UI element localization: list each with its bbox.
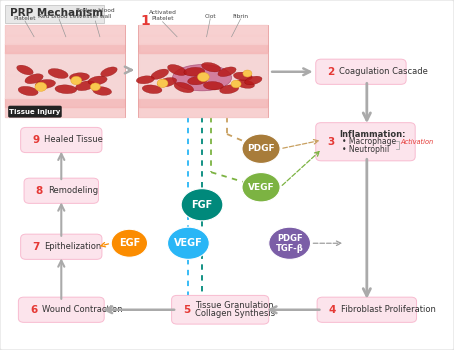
Text: Platelet: Platelet: [14, 16, 36, 21]
Ellipse shape: [93, 87, 112, 95]
Ellipse shape: [136, 76, 154, 84]
Ellipse shape: [101, 67, 117, 77]
Text: 6: 6: [30, 305, 37, 315]
Ellipse shape: [174, 82, 194, 93]
Ellipse shape: [203, 82, 223, 90]
Ellipse shape: [173, 64, 232, 91]
Ellipse shape: [184, 67, 205, 76]
Text: EGF: EGF: [119, 238, 140, 248]
Text: FGF: FGF: [192, 200, 212, 210]
Text: Fibroblast Proliferation: Fibroblast Proliferation: [341, 305, 435, 314]
Text: PRP Mechanism: PRP Mechanism: [10, 8, 103, 18]
Circle shape: [111, 229, 148, 257]
Text: 9: 9: [33, 135, 39, 145]
Text: Activation: Activation: [401, 139, 434, 146]
Ellipse shape: [35, 79, 55, 89]
Text: Wound Contraction: Wound Contraction: [42, 305, 123, 314]
Ellipse shape: [55, 85, 77, 94]
Text: VEGF: VEGF: [174, 238, 203, 248]
FancyBboxPatch shape: [19, 297, 104, 322]
FancyBboxPatch shape: [138, 25, 268, 117]
Text: PDGF
TGF-β: PDGF TGF-β: [276, 233, 304, 253]
Text: • Neutrophil: • Neutrophil: [342, 145, 390, 154]
Text: 2: 2: [328, 67, 335, 77]
FancyBboxPatch shape: [316, 123, 415, 161]
Circle shape: [71, 76, 82, 85]
FancyBboxPatch shape: [317, 297, 417, 322]
Circle shape: [242, 134, 280, 163]
Circle shape: [168, 227, 209, 259]
Circle shape: [35, 82, 47, 91]
Text: Inflammation:: Inflammation:: [340, 130, 406, 139]
FancyBboxPatch shape: [316, 59, 406, 84]
FancyBboxPatch shape: [24, 178, 99, 203]
Text: • Macrophage: • Macrophage: [342, 137, 396, 146]
FancyBboxPatch shape: [172, 295, 269, 324]
Circle shape: [181, 189, 223, 221]
Text: Activated
Platelet: Activated Platelet: [148, 10, 177, 21]
Ellipse shape: [158, 77, 177, 87]
Circle shape: [90, 83, 100, 91]
Circle shape: [269, 227, 311, 259]
Ellipse shape: [142, 85, 162, 93]
Ellipse shape: [220, 85, 239, 94]
Text: Coagulation Cascade: Coagulation Cascade: [340, 67, 428, 76]
Circle shape: [157, 79, 168, 88]
Text: 1: 1: [140, 14, 150, 28]
Text: Clot: Clot: [204, 14, 216, 19]
Text: Broken blood
vessel wall: Broken blood vessel wall: [76, 8, 115, 19]
Text: 5: 5: [183, 305, 191, 315]
FancyBboxPatch shape: [5, 5, 104, 23]
Ellipse shape: [25, 74, 43, 84]
Ellipse shape: [75, 81, 95, 91]
Ellipse shape: [18, 86, 38, 96]
Ellipse shape: [151, 69, 168, 79]
FancyBboxPatch shape: [21, 234, 102, 259]
Ellipse shape: [233, 72, 252, 80]
Text: Fibrin: Fibrin: [232, 14, 249, 19]
Ellipse shape: [17, 65, 33, 75]
Circle shape: [242, 173, 280, 202]
Text: Remodeling: Remodeling: [48, 186, 98, 195]
FancyBboxPatch shape: [8, 106, 62, 118]
Text: Red blood cell: Red blood cell: [38, 14, 80, 19]
Text: Tissue Injury: Tissue Injury: [9, 108, 61, 115]
Text: 7: 7: [33, 242, 40, 252]
Circle shape: [231, 80, 241, 88]
Ellipse shape: [245, 76, 262, 85]
FancyBboxPatch shape: [21, 127, 102, 153]
Ellipse shape: [69, 73, 89, 81]
Ellipse shape: [202, 62, 221, 72]
Text: 4: 4: [329, 305, 336, 315]
Ellipse shape: [218, 67, 236, 77]
Text: Epithelization: Epithelization: [44, 242, 102, 251]
Text: 8: 8: [36, 186, 43, 196]
Circle shape: [243, 70, 252, 77]
Ellipse shape: [88, 76, 107, 85]
Text: PDGF: PDGF: [247, 144, 275, 153]
Ellipse shape: [236, 80, 255, 88]
FancyBboxPatch shape: [5, 25, 125, 117]
Ellipse shape: [48, 69, 68, 78]
Ellipse shape: [188, 76, 207, 85]
Text: Tissue Granulation: Tissue Granulation: [195, 301, 274, 310]
Text: Collagen Synthesis: Collagen Synthesis: [195, 309, 275, 318]
Ellipse shape: [168, 64, 187, 76]
Text: VEGF: VEGF: [248, 183, 274, 192]
Circle shape: [197, 72, 209, 82]
Text: 3: 3: [328, 137, 335, 147]
Text: Healed Tissue: Healed Tissue: [44, 135, 103, 145]
